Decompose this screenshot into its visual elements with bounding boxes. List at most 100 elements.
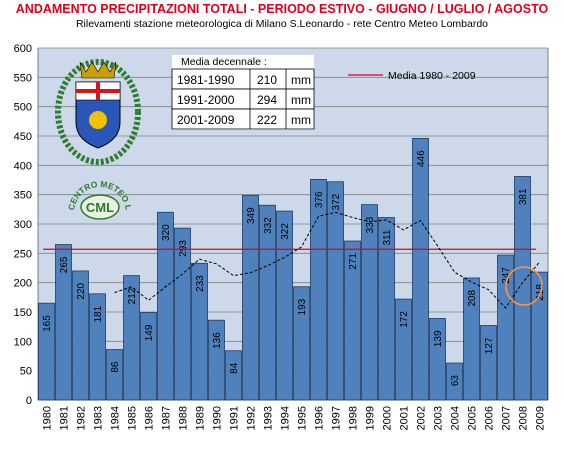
bar-1998 bbox=[344, 240, 361, 401]
coat-of-arms-emblem bbox=[55, 59, 141, 165]
x-tick-label: 2004 bbox=[450, 406, 462, 430]
bar-1999 bbox=[361, 204, 378, 401]
table-period: 1991-2000 bbox=[177, 93, 235, 107]
x-tick-label: 2006 bbox=[484, 406, 496, 430]
bar-1990 bbox=[208, 319, 225, 401]
x-tick-label: 1995 bbox=[297, 406, 309, 430]
bar-value-label: 293 bbox=[178, 240, 189, 257]
bar-value-label: 212 bbox=[127, 287, 138, 304]
x-tick-label: 1989 bbox=[195, 406, 207, 430]
table-unit: mm bbox=[291, 73, 311, 87]
bar-value-label: 149 bbox=[144, 324, 155, 341]
legend: Media 1980 - 2009 bbox=[348, 70, 476, 82]
x-tick-label: 2007 bbox=[501, 406, 513, 430]
x-tick-label: 1998 bbox=[348, 406, 360, 430]
y-tick-label: 500 bbox=[14, 102, 32, 114]
x-tick-label: 1999 bbox=[365, 406, 377, 430]
bar-1980 bbox=[38, 302, 55, 401]
bar-2008 bbox=[514, 176, 531, 401]
bar-value-label: 63 bbox=[450, 375, 461, 387]
y-tick-label: 550 bbox=[14, 72, 32, 84]
bar-2009 bbox=[531, 271, 548, 401]
moving-average-group bbox=[114, 211, 540, 309]
bar-value-label: 172 bbox=[399, 311, 410, 328]
bars-group: 165 265 220 181 86 212 149 320 293 233 136 84 349 332… bbox=[38, 137, 548, 401]
table-row bbox=[171, 108, 315, 130]
table-unit: mm bbox=[291, 113, 311, 127]
x-tick-label: 2001 bbox=[399, 406, 411, 430]
bar-2001 bbox=[395, 298, 412, 401]
bar-value-label: 320 bbox=[161, 224, 172, 241]
bar-2007 bbox=[497, 254, 514, 401]
y-tick-label: 100 bbox=[14, 336, 32, 348]
x-tick-label: 2005 bbox=[467, 406, 479, 430]
moving-average-line bbox=[114, 211, 540, 309]
y-tick-label: 0 bbox=[26, 395, 32, 407]
table-period: 2001-2009 bbox=[177, 113, 235, 127]
x-tick-label: 1982 bbox=[76, 406, 88, 430]
x-tick-label: 2008 bbox=[518, 406, 530, 430]
bar-2003 bbox=[429, 318, 446, 401]
bar-1982 bbox=[72, 270, 89, 401]
table-period: 1981-1990 bbox=[177, 73, 235, 87]
bar-value-label: 333 bbox=[365, 216, 376, 233]
y-tick-label: 50 bbox=[20, 366, 32, 378]
y-axis-labels: 0 50 100 150 200 250 300 350 400 450 500 550 600 bbox=[14, 43, 32, 407]
table-value: 294 bbox=[257, 93, 277, 107]
chart-subtitle: Rilevamenti stazione meteorologica di Mi… bbox=[75, 18, 489, 30]
bar-1997 bbox=[327, 181, 344, 401]
bar-2000 bbox=[378, 217, 395, 401]
bar-value-label: 127 bbox=[484, 337, 495, 354]
bar-1985 bbox=[123, 275, 140, 401]
y-tick-label: 450 bbox=[14, 131, 32, 143]
bar-1994 bbox=[276, 210, 293, 401]
x-tick-label: 1983 bbox=[93, 406, 105, 430]
y-tick-label: 150 bbox=[14, 307, 32, 319]
bar-value-label: 247 bbox=[501, 267, 512, 284]
x-tick-label: 1980 bbox=[42, 406, 54, 430]
table-unit: mm bbox=[291, 93, 311, 107]
bar-2005 bbox=[463, 277, 480, 401]
bar-1996 bbox=[310, 179, 327, 401]
bar-1989 bbox=[191, 262, 208, 401]
x-tick-label: 1993 bbox=[263, 406, 275, 430]
x-tick-label: 1981 bbox=[59, 406, 71, 430]
table-title: Media decennale : bbox=[181, 56, 267, 68]
chart-title: ANDAMENTO PRECIPITAZIONI TOTALI - PERIOD… bbox=[15, 2, 549, 16]
bar-2006 bbox=[480, 325, 497, 401]
bar-value-label: 181 bbox=[93, 305, 104, 322]
y-tick-label: 400 bbox=[14, 160, 32, 172]
x-tick-label: 2009 bbox=[535, 406, 547, 430]
x-tick-label: 1994 bbox=[280, 406, 292, 430]
bar-1995 bbox=[293, 286, 310, 401]
x-tick-label: 1988 bbox=[178, 406, 190, 430]
x-tick-label: 1984 bbox=[110, 406, 122, 430]
x-tick-label: 1991 bbox=[229, 406, 241, 430]
y-tick-label: 250 bbox=[14, 248, 32, 260]
bar-value-label: 139 bbox=[433, 330, 444, 347]
bar-1991 bbox=[225, 350, 242, 401]
bar-1993 bbox=[259, 204, 276, 401]
x-tick-label: 1996 bbox=[314, 406, 326, 430]
bar-1981 bbox=[55, 244, 72, 401]
bar-value-label: 193 bbox=[297, 298, 308, 315]
x-tick-label: 1990 bbox=[212, 406, 224, 430]
x-tick-label: 1986 bbox=[144, 406, 156, 430]
x-tick-label: 1992 bbox=[246, 406, 258, 430]
bar-value-label: 311 bbox=[382, 229, 393, 245]
x-tick-label: 1997 bbox=[331, 406, 343, 430]
x-tick-label: 1987 bbox=[161, 406, 173, 430]
bar-value-label: 165 bbox=[42, 315, 53, 332]
bar-1984 bbox=[106, 349, 123, 401]
bar-value-label: 381 bbox=[518, 188, 529, 205]
x-tick-label: 1985 bbox=[127, 406, 139, 430]
bar-1983 bbox=[89, 293, 106, 401]
bar-2002 bbox=[412, 137, 429, 401]
bar-2004 bbox=[446, 362, 463, 401]
bar-value-label: 332 bbox=[263, 217, 274, 234]
x-axis-labels: 1980 1981 1982 1983 1984 1985 1986 1987 1988 1989… bbox=[42, 406, 547, 430]
bar-value-label: 322 bbox=[280, 223, 291, 240]
bar-value-label: 86 bbox=[110, 361, 121, 373]
bar-value-label: 376 bbox=[314, 191, 325, 208]
